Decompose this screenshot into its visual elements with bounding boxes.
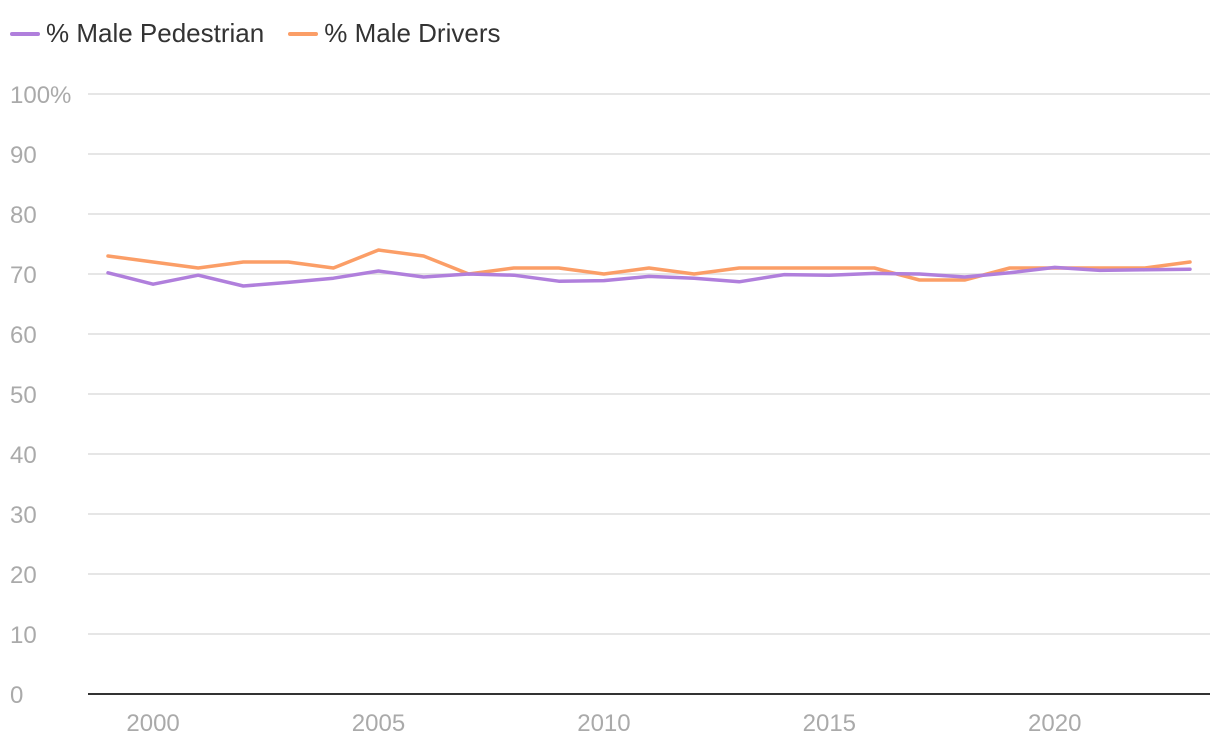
- legend-swatch-male-drivers: [288, 31, 319, 36]
- y-tick-label: 50: [10, 382, 37, 409]
- y-tick-label: 10: [10, 622, 37, 649]
- y-tick-label: 80: [10, 202, 37, 229]
- y-tick-label: 70: [10, 262, 37, 289]
- legend: % Male Pedestrian % Male Drivers: [10, 18, 500, 49]
- x-tick-label: 2010: [577, 710, 630, 737]
- x-tick-label: 2005: [352, 710, 405, 737]
- y-axis-ticks: 0 10 20 30 40 50 60 70 80 90 100%: [10, 82, 71, 709]
- legend-label-male-pedestrian: % Male Pedestrian: [46, 18, 265, 48]
- y-tick-label: 40: [10, 442, 37, 469]
- series-line-male-drivers: [106, 248, 1192, 282]
- y-tick-label: 0: [10, 682, 23, 709]
- series-group: [106, 248, 1192, 288]
- y-tick-label: 90: [10, 142, 37, 169]
- gridlines: [88, 93, 1210, 635]
- x-tick-label: 2000: [126, 710, 179, 737]
- y-tick-label: 20: [10, 562, 37, 589]
- series-line-male-pedestrian: [106, 265, 1192, 288]
- legend-item-male-pedestrian: % Male Pedestrian: [10, 18, 264, 49]
- x-tick-label: 2020: [1028, 710, 1081, 737]
- y-tick-label: 30: [10, 502, 37, 529]
- x-tick-label: 2015: [803, 710, 856, 737]
- y-tick-label: 100%: [10, 82, 71, 109]
- legend-item-male-drivers: % Male Drivers: [288, 18, 500, 49]
- y-tick-label: 60: [10, 322, 37, 349]
- x-axis-ticks: 2000 2005 2010 2015 2020: [126, 710, 1081, 737]
- legend-label-male-drivers: % Male Drivers: [324, 18, 501, 48]
- legend-swatch-male-pedestrian: [10, 31, 40, 36]
